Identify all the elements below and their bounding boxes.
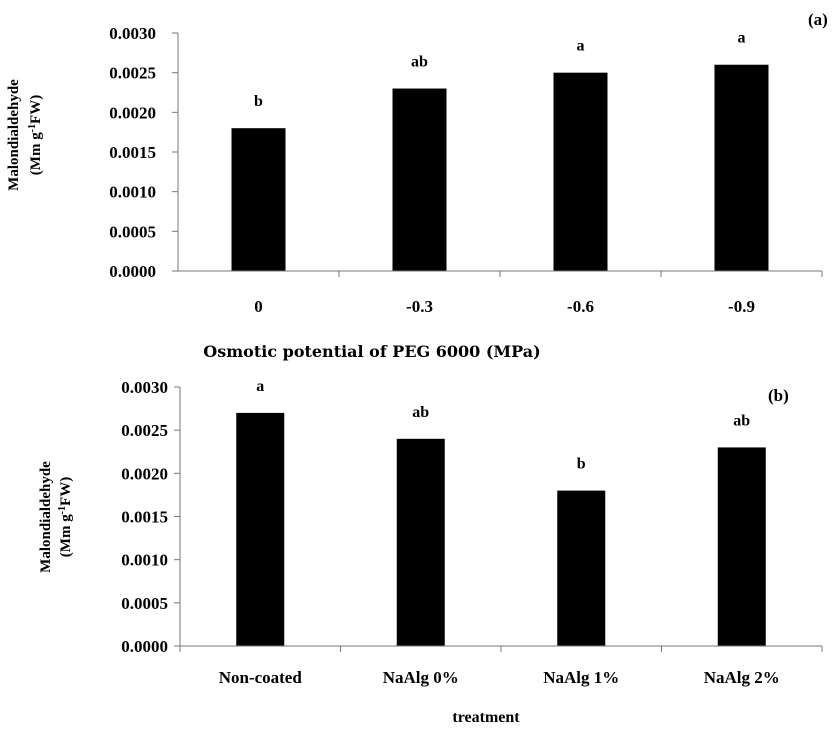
significance-label: a [256, 378, 264, 395]
x-tick-label: NaAlg 1% [543, 668, 619, 687]
y-axis-label-a: Malondialdehyde (Mm g-1FW) [6, 79, 44, 191]
significance-label: b [577, 456, 586, 473]
significance-label: a [577, 38, 585, 55]
bar [717, 447, 766, 646]
y-tick-label: 0.0005 [109, 222, 156, 241]
x-tick-label: NaAlg 2% [704, 668, 780, 687]
bar [236, 412, 285, 646]
y-tick-label: 0.0015 [121, 508, 168, 527]
significance-label: ab [733, 412, 750, 429]
significance-label: ab [411, 54, 428, 71]
x-axis-title-b: treatment [452, 709, 520, 726]
x-tick-label: -0.3 [406, 297, 433, 316]
y-axis-title-line1-a: Malondialdehyde [6, 79, 22, 191]
x-tick-label: 0 [254, 297, 263, 316]
y-axis-title-line2-b: (Mm g-1FW) [57, 477, 75, 557]
x-tick-label: -0.9 [728, 297, 755, 316]
y-axis-title-line2-a: (Mm g-1FW) [27, 95, 45, 175]
x-tick-label: -0.6 [567, 297, 594, 316]
bars-a [231, 64, 769, 272]
x-ticks-a: 0 -0.3 -0.6 -0.9 [254, 271, 823, 316]
x-axis-title-a: Osmotic potential of PEG 6000 (MPa) [203, 342, 540, 361]
y-axis-label-b: Malondialdehyde (Mm g-1FW) [38, 461, 74, 573]
significance-labels-a: b ab a a [254, 30, 745, 110]
y-tick-label: 0.0015 [109, 143, 156, 162]
x-tick-label: NaAlg 0% [383, 668, 459, 687]
bar [557, 490, 606, 646]
y-tick-label: 0.0025 [121, 421, 168, 440]
bar [553, 72, 608, 272]
panel-label-b: (b) [768, 386, 789, 405]
y-tick-label: 0.0030 [121, 378, 168, 397]
chart-panel-a: (a) Malondialdehyde (Mm g-1FW) 0.00000.0… [6, 10, 828, 361]
y-tick-label: 0.0025 [109, 64, 156, 83]
y-tick-label: 0.0000 [109, 262, 156, 281]
bar [231, 128, 286, 271]
y-tick-label: 0.0000 [121, 637, 168, 656]
chart-panel-b: (b) Malondialdehyde (Mm g-1FW) 0.00000.0… [38, 378, 823, 726]
y-tick-label: 0.0010 [109, 183, 156, 202]
panel-label-a: (a) [808, 10, 828, 29]
bars-b [236, 412, 766, 646]
y-ticks-b: 0.0000 0.0005 0.0010 0.0015 0.0020 0.0025 0.00… [121, 378, 180, 656]
y-tick-label: 0.0010 [121, 551, 168, 570]
significance-label: a [738, 30, 746, 47]
x-tick-label: Non-coated [219, 668, 303, 687]
significance-label: ab [412, 404, 429, 421]
y-tick-label: 0.0020 [109, 103, 156, 122]
bar [392, 88, 447, 272]
y-tick-label: 0.0030 [109, 24, 156, 43]
y-axis-title-line1-b: Malondialdehyde [38, 461, 54, 573]
x-ticks-b: Non-coated NaAlg 0% NaAlg 1% NaAlg 2% [179, 646, 823, 687]
y-tick-label: 0.0005 [121, 594, 168, 613]
bar [396, 438, 445, 646]
bar [714, 64, 769, 271]
significance-label: b [254, 93, 263, 110]
significance-labels-b: a ab b ab [256, 378, 750, 473]
y-ticks-a: 0.0000 0.0005 0.0010 0.0015 0.0020 0.0025 0.00… [109, 24, 178, 281]
y-tick-label: 0.0020 [121, 464, 168, 483]
